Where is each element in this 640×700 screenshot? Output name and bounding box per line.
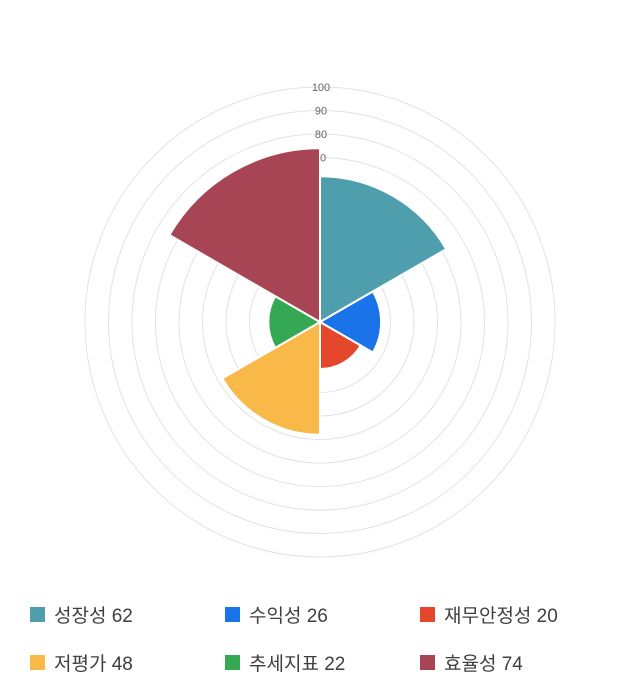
chart-sector (221, 321, 321, 436)
radial-tick-label: 100 (312, 82, 330, 94)
chart-area: 100 90 80 0 (84, 82, 556, 558)
legend-item[interactable]: 수익성 26 (225, 601, 420, 628)
grid-ring (108, 110, 532, 534)
chart-sector (319, 290, 383, 354)
legend-swatch (225, 655, 240, 670)
legend: 성장성 62 수익성 26 재무안정성 20 저평가 48 추세지표 22 효율성 74 (0, 575, 640, 676)
legend-label: 저평가 48 (54, 654, 133, 675)
grid-ring (131, 133, 509, 511)
radial-tick-label: 80 (315, 129, 327, 141)
legend-swatch (30, 655, 45, 670)
radial-tick-label: 0 (320, 153, 326, 165)
legend-label: 재무안정성 20 (444, 606, 558, 627)
grid-ring (84, 86, 556, 558)
polar-chart: 100 90 80 0 (84, 82, 556, 558)
chart-sector (168, 147, 321, 323)
legend-label: 수익성 26 (249, 606, 328, 627)
legend-label: 성장성 62 (54, 606, 133, 627)
legend-swatch (420, 655, 435, 670)
legend-item[interactable]: 효율성 74 (420, 649, 615, 676)
legend-swatch (420, 607, 435, 622)
legend-swatch (225, 607, 240, 622)
legend-swatch (30, 607, 45, 622)
legend-label: 추세지표 22 (249, 654, 346, 675)
legend-label: 효율성 74 (444, 654, 523, 675)
legend-item[interactable]: 저평가 48 (30, 649, 225, 676)
legend-item[interactable]: 성장성 62 (30, 601, 225, 628)
legend-item[interactable]: 추세지표 22 (225, 649, 420, 676)
legend-item[interactable]: 재무안정성 20 (420, 601, 615, 628)
chart-sector (319, 175, 448, 323)
radial-tick-label: 90 (315, 106, 327, 118)
chart-sector (267, 295, 321, 349)
